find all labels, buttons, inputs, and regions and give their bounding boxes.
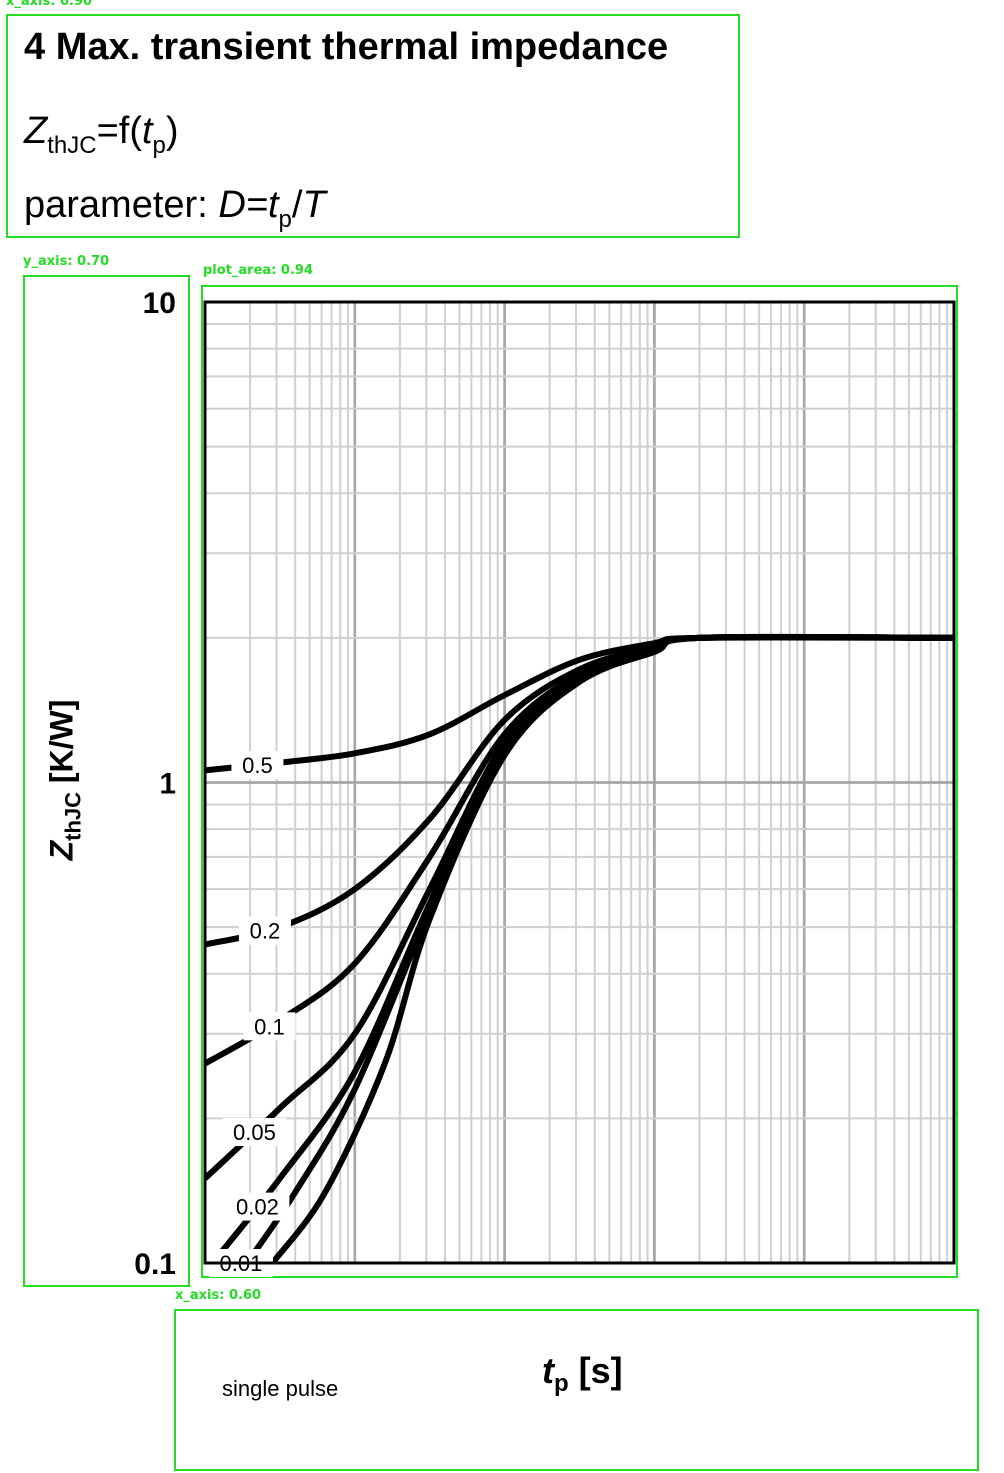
chart-title: 4 Max. transient thermal impedance (24, 26, 669, 68)
x-axis-detection-box (174, 1309, 979, 1471)
y-axis-detection-box (23, 275, 190, 1287)
param-d: D (218, 184, 246, 226)
y-tick-label: 1 (159, 768, 176, 801)
curve-label: 0.02 (236, 1195, 279, 1220)
curves (205, 633, 954, 1263)
chart-formula: ZthJC=f(tp) (24, 110, 179, 159)
curve-series (205, 633, 954, 1181)
curve-series (205, 634, 954, 774)
x-axis-detection-tag: x_axis: 0.60 (175, 1288, 262, 1303)
curve-label-bg (231, 750, 284, 779)
grid-lines (205, 300, 956, 1265)
curve-label-bg (222, 1118, 287, 1147)
curve-series (270, 633, 954, 1263)
curve-series (244, 633, 954, 1263)
param-eq: = (245, 184, 268, 226)
formula-var: t (141, 110, 153, 152)
plot-area-detection-box (201, 285, 958, 1278)
y-axis-subscript: thJC (60, 791, 86, 841)
plot-area-detection-tag: plot_area: 0.94 (203, 263, 313, 278)
y-axis-symbol: Z (43, 840, 80, 861)
param-prefix: parameter: (24, 184, 219, 226)
curve-label: 0.05 (233, 1120, 276, 1145)
title-detection-tag: x_axis: 0.90 (6, 0, 93, 9)
param-t: t (267, 184, 279, 226)
param-T: T (302, 184, 326, 226)
plot-frame (203, 300, 956, 1265)
curve-label: 0.1 (254, 1014, 285, 1039)
single-pulse-label: single pulse (222, 1376, 339, 1401)
y-tick-label: 0.1 (134, 1248, 176, 1281)
param-slash: / (291, 184, 303, 226)
curve-series (210, 633, 954, 1263)
chart-parameter: parameter: D=tp/T (24, 184, 326, 233)
y-tick-label: 10 (143, 287, 176, 320)
y-axis-unit: [K/W] (43, 699, 80, 792)
y-axis-detection-tag: y_axis: 0.70 (23, 254, 110, 269)
x-axis-unit: [s] (568, 1350, 623, 1391)
formula-subscript: thJC (47, 132, 97, 159)
y-tick-labels: 10 1 0.1 (134, 287, 176, 1281)
curve-series (205, 634, 954, 1067)
formula-close: ) (165, 110, 179, 152)
x-axis-title: tp [s] (542, 1350, 623, 1397)
curve-label-bg (243, 1012, 296, 1041)
curve-label-bg (225, 1192, 290, 1221)
formula-rest: =f( (96, 110, 142, 152)
title-detection-box (6, 14, 740, 238)
formula-var-sub: p (152, 132, 166, 159)
curve-label: 0.5 (242, 753, 273, 778)
curve-label-bg (238, 916, 291, 945)
formula-symbol: Z (24, 110, 48, 152)
y-axis-title: ZthJC [K/W] (43, 699, 86, 861)
x-axis-symbol: t (542, 1350, 554, 1391)
x-axis-subscript: p (554, 1370, 569, 1397)
curve-label: 0.2 (250, 919, 281, 944)
param-t-sub: p (278, 206, 292, 233)
